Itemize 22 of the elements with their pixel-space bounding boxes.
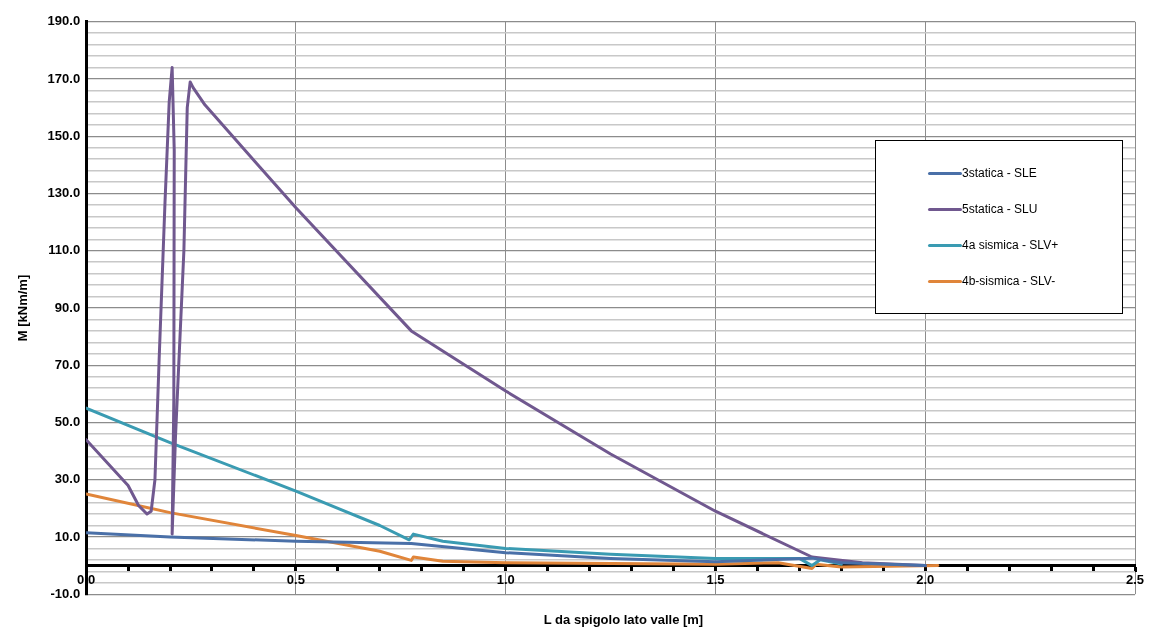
x-tick-label: 2.0 (916, 571, 935, 587)
y-tick-label: 170.0 (47, 70, 81, 86)
y-tick-label: 190.0 (47, 13, 81, 29)
x-tick-label: 1.5 (706, 571, 725, 587)
x-tick-label: 1.0 (496, 571, 515, 587)
y-tick-label: 110.0 (48, 242, 81, 258)
y-tick-label: 10.0 (54, 528, 81, 544)
legend-label: 4b-sismica - SLV- (962, 274, 1056, 288)
legend-label: 4a sismica - SLV+ (962, 238, 1059, 252)
y-tick-label: 150.0 (47, 127, 81, 143)
y-tick-label: -10.0 (50, 585, 81, 601)
y-tick-label: 130.0 (47, 185, 81, 201)
legend-label: 5statica - SLU (962, 202, 1038, 216)
y-tick-label: 50.0 (54, 414, 81, 430)
legend-label: 3statica - SLE (962, 166, 1037, 180)
x-axis-title: L da spigolo lato valle [m] (542, 612, 705, 627)
y-tick-label: 90.0 (54, 299, 81, 315)
y-axis-title: M [kNm/m] (15, 274, 31, 342)
y-tick-label: 30.0 (54, 471, 81, 487)
x-tick-label: 2.5 (1125, 571, 1145, 587)
x-tick-label: 0.5 (286, 571, 305, 587)
y-tick-label: 70.0 (54, 356, 81, 372)
